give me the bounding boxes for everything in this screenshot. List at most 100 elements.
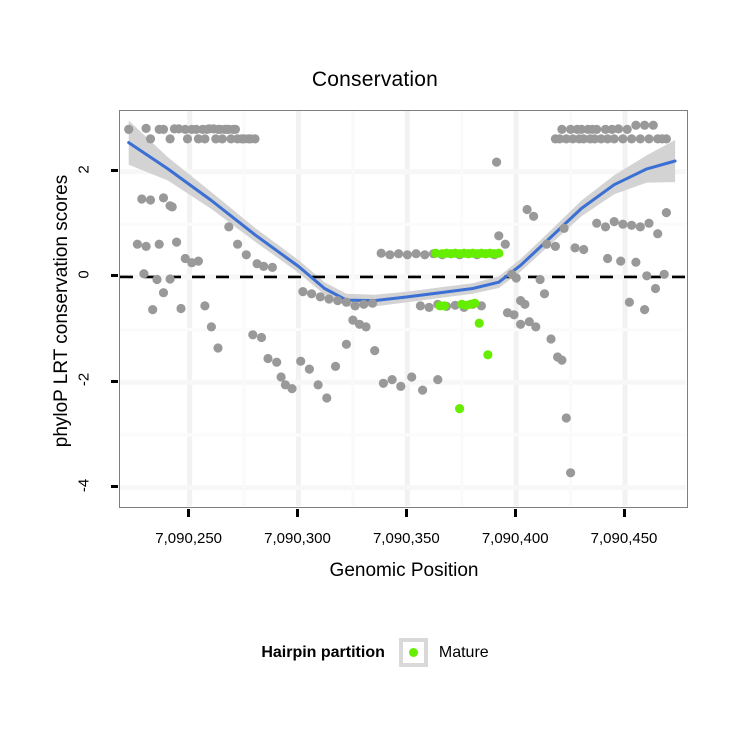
scatter-point	[141, 241, 151, 251]
scatter-point	[566, 468, 576, 478]
y-tick-label: 0	[75, 270, 93, 279]
scatter-point	[592, 218, 602, 228]
scatter-point	[359, 299, 369, 309]
scatter-point	[557, 124, 567, 134]
scatter-point	[603, 253, 613, 264]
scatter-point	[596, 134, 606, 144]
scatter-point	[566, 124, 576, 134]
scatter-point	[635, 134, 645, 144]
legend-key-mature[interactable]	[398, 638, 428, 667]
loess-trend-line	[127, 141, 677, 303]
scatter-point	[439, 301, 449, 311]
scatter-point	[640, 120, 650, 130]
scatter-point	[315, 292, 325, 302]
scatter-point	[500, 239, 510, 249]
y-tick-mark	[111, 169, 118, 173]
scatter-point	[535, 274, 545, 285]
scatter-point	[511, 273, 521, 283]
scatter-point	[561, 413, 571, 423]
scatter-point	[640, 305, 650, 315]
plot-svg	[120, 111, 686, 506]
x-tick-mark	[513, 509, 517, 517]
scatter-point	[191, 124, 201, 134]
scatter-point	[250, 134, 260, 144]
legend-dot-icon	[408, 648, 418, 657]
scatter-point	[370, 346, 380, 356]
scatter-point	[211, 134, 221, 144]
scatter-point	[483, 350, 493, 360]
y-axis-title: phyloP LRT conservation scores	[51, 174, 72, 448]
y-tick-label: 2	[75, 164, 93, 174]
x-tick-label: 7,090,250	[155, 530, 223, 547]
scatter-point	[124, 124, 134, 134]
scatter-point	[631, 257, 641, 267]
scatter-point	[579, 134, 589, 144]
scatter-point	[494, 231, 504, 241]
scatter-point	[230, 124, 240, 134]
scatter-point	[418, 385, 428, 395]
x-tick-mark	[404, 509, 408, 517]
scatter-point	[576, 124, 587, 134]
scatter-point	[376, 248, 386, 258]
scatter-point	[394, 249, 404, 259]
scatter-point	[603, 134, 613, 144]
scatter-point	[378, 378, 388, 388]
x-tick-label: 7,090,300	[264, 530, 331, 547]
scatter-point	[550, 241, 560, 251]
scatter-point	[653, 229, 663, 239]
scatter-point	[367, 298, 378, 308]
scatter-point	[241, 250, 251, 260]
scatter-point	[304, 364, 314, 374]
scatter-point	[455, 404, 465, 414]
scatter-point	[176, 303, 186, 314]
scatter-point	[650, 283, 661, 294]
y-tick-mark	[111, 379, 118, 383]
scatter-point	[307, 289, 317, 299]
scatter-point	[415, 301, 425, 311]
scatter-point	[217, 134, 227, 144]
scatter-point	[592, 124, 602, 134]
scatter-point	[180, 253, 190, 264]
scatter-point	[618, 134, 628, 144]
scatter-point	[661, 208, 672, 218]
scatter-point	[322, 393, 332, 403]
scatter-point	[341, 339, 351, 349]
scatter-point	[590, 134, 600, 144]
scatter-point	[276, 372, 286, 382]
scatter-point	[559, 223, 569, 233]
scatter-point	[158, 193, 169, 203]
scatter-point	[145, 134, 156, 144]
gridlines-group	[120, 111, 686, 506]
scatter-point	[618, 219, 628, 229]
scatter-point	[529, 211, 539, 221]
scatter-point	[524, 317, 534, 327]
scatter-point	[165, 134, 175, 144]
scatter-point	[542, 239, 552, 249]
scatter-point	[361, 322, 371, 332]
scatter-point	[661, 134, 672, 144]
scatter-point	[259, 261, 269, 271]
scatter-point	[324, 294, 334, 304]
scatter-point	[387, 375, 397, 385]
scatter-point	[263, 353, 273, 364]
scatter-point	[407, 372, 417, 382]
scatter-point	[287, 384, 297, 394]
legend: Hairpin partition Mature	[0, 638, 750, 667]
scatter-point	[145, 195, 156, 205]
scatter-point	[609, 134, 619, 144]
scatter-point	[193, 134, 203, 144]
scatter-point	[165, 274, 175, 284]
scatter-point	[152, 274, 162, 285]
scatter-point	[424, 302, 434, 312]
scatter-point	[616, 256, 626, 266]
scatter-point	[182, 134, 193, 144]
y-tick-mark	[111, 485, 118, 489]
scatter-point	[627, 134, 637, 144]
legend-title: Hairpin partition	[261, 643, 385, 661]
scatter-point	[492, 157, 502, 167]
x-tick-label: 7,090,350	[372, 530, 440, 547]
x-tick-mark	[187, 509, 191, 517]
scatter-point	[579, 244, 589, 255]
scatter-point	[385, 250, 395, 260]
scatter-point	[627, 220, 637, 230]
